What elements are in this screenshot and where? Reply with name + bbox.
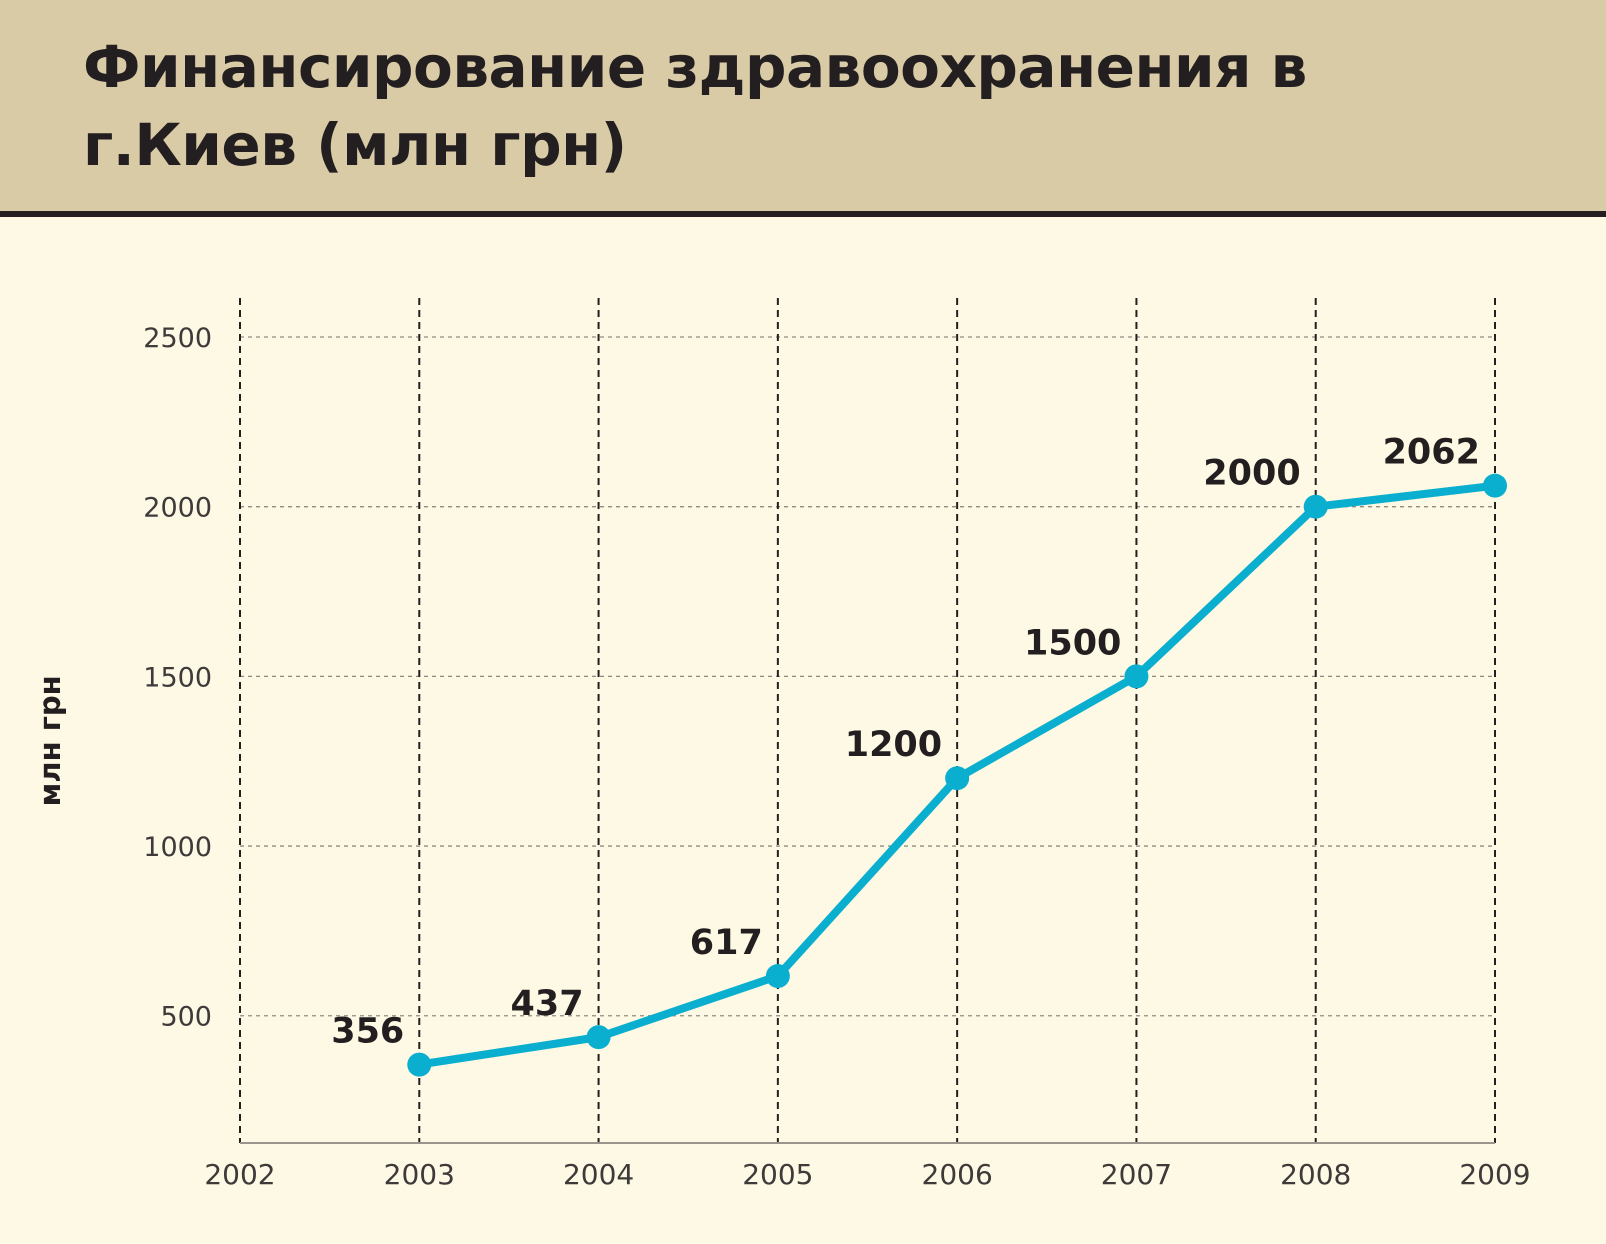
data-point (945, 766, 970, 791)
data-label: 2000 (1203, 454, 1300, 494)
x-tick-label: 2003 (384, 1158, 455, 1191)
y-tick-label: 1000 (143, 832, 212, 863)
data-point (1303, 494, 1328, 519)
line-chart: 500 1000 1500 2000 2500 2002 2003 2004 2005 2006 2… (33, 298, 1531, 1191)
x-tick-label: 2005 (742, 1158, 813, 1191)
data-label: 437 (511, 984, 584, 1024)
y-tick-label: 2500 (143, 323, 212, 354)
data-point (765, 964, 790, 989)
x-tick-label: 2004 (563, 1158, 634, 1191)
x-tick-label: 2002 (204, 1158, 275, 1191)
data-label: 1500 (1024, 623, 1121, 663)
data-label: 356 (331, 1012, 404, 1052)
x-tick-label: 2008 (1280, 1158, 1351, 1191)
y-axis-title: млн грн (33, 675, 67, 806)
chart-title: Финансирование здравоохранения в г.Киев … (83, 33, 1307, 179)
data-point (1483, 473, 1507, 498)
x-tick-label: 2009 (1459, 1158, 1530, 1191)
data-point (1124, 664, 1149, 689)
data-label: 2062 (1383, 433, 1480, 473)
y-tick-label: 2000 (143, 493, 212, 524)
chart-area: 500 1000 1500 2000 2500 2002 2003 2004 2005 2006 2… (0, 223, 1606, 1240)
data-label: 617 (690, 923, 763, 963)
y-tick-label: 500 (160, 1002, 212, 1033)
header-banner: Финансирование здравоохранения в г.Киев … (0, 0, 1606, 217)
data-point (407, 1052, 432, 1077)
data-point (586, 1025, 611, 1050)
data-label: 1200 (845, 725, 942, 765)
x-tick-label: 2007 (1101, 1158, 1172, 1191)
y-tick-label: 1500 (143, 662, 212, 693)
x-tick-label: 2006 (922, 1158, 993, 1191)
